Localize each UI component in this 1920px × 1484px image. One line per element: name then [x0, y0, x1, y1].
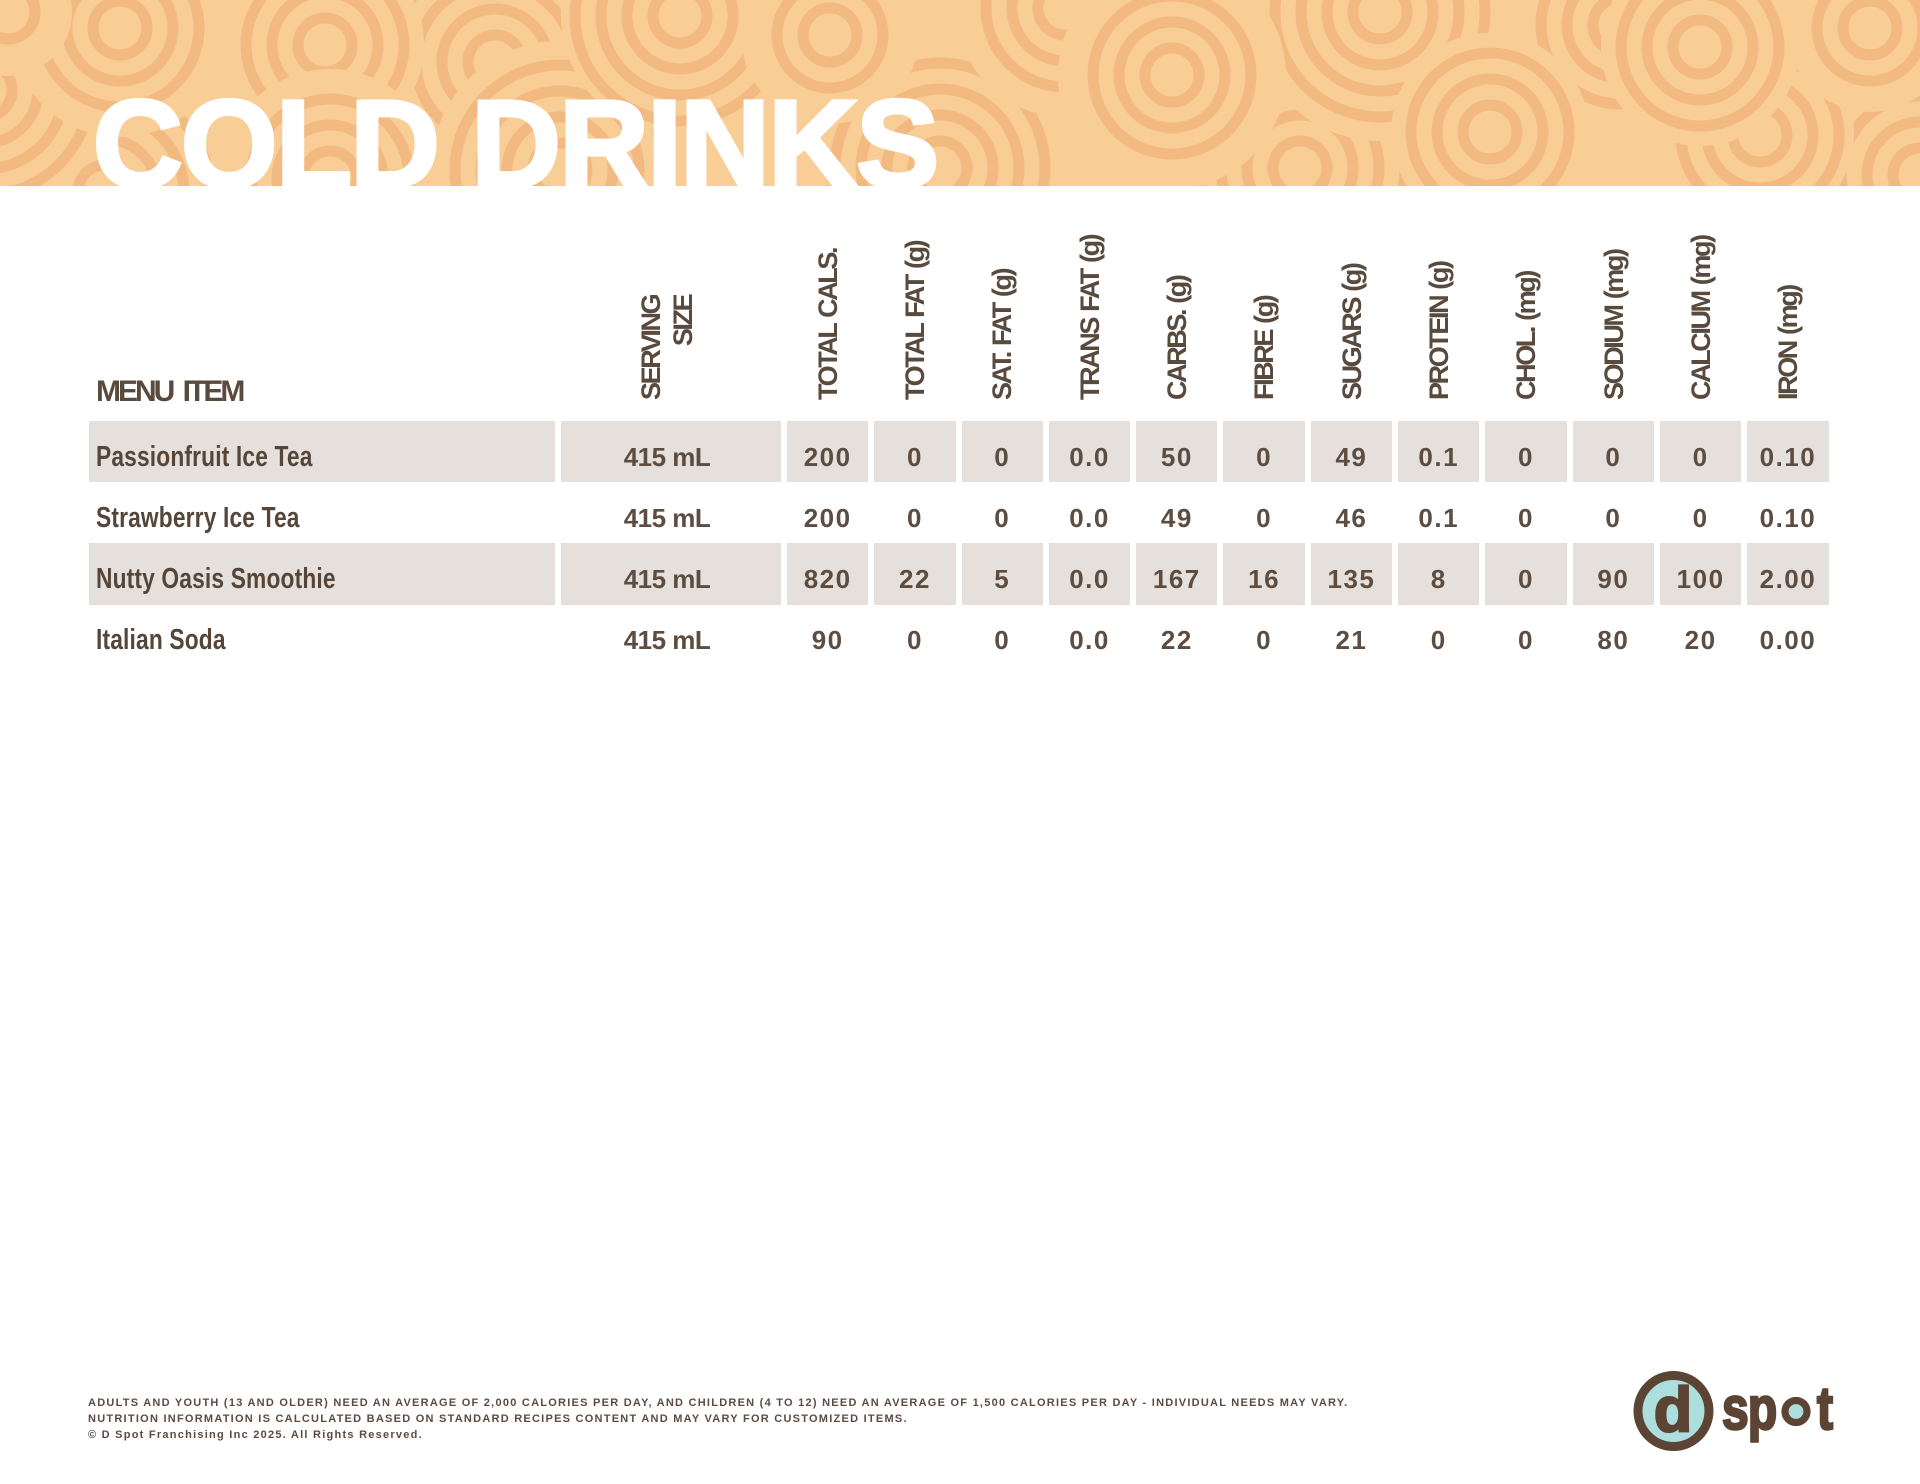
- svg-text:d: d: [1654, 1376, 1692, 1446]
- svg-text:t: t: [1817, 1375, 1833, 1442]
- svg-text:sp: sp: [1722, 1375, 1776, 1442]
